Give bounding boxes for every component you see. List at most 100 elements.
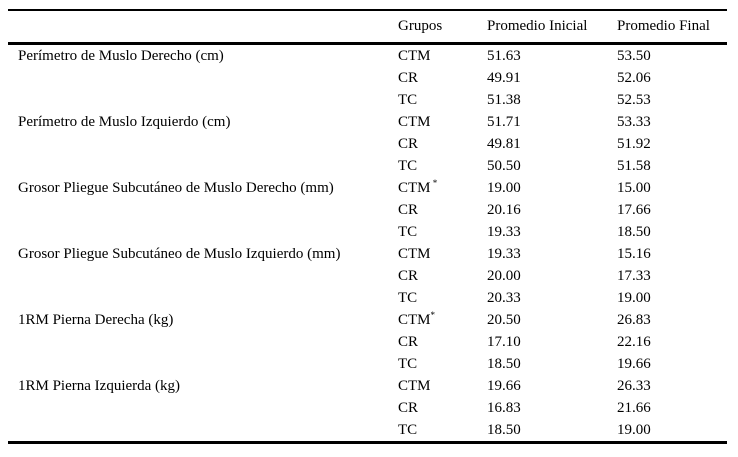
group-cell: CR — [398, 331, 487, 353]
promedio-inicial-cell: 20.50 — [487, 312, 521, 328]
table-row: CR 16.83 21.66 — [8, 397, 727, 419]
promedio-inicial-cell: 19.00 — [487, 180, 521, 196]
promedio-inicial-cell: 19.33 — [487, 224, 521, 240]
promedio-inicial-cell: 51.71 — [487, 114, 521, 130]
measure-label-cell — [8, 397, 398, 419]
promedio-inicial-cell: 51.38 — [487, 92, 521, 108]
table-body: Perímetro de Muslo Derecho (cm) CTM 51.6… — [8, 44, 727, 443]
table-row: CR 49.91 52.06 — [8, 67, 727, 89]
promedio-inicial-cell: 18.50 — [487, 356, 521, 372]
group-cell: CTM * — [398, 177, 487, 199]
promedio-final-cell: 17.33 — [617, 268, 651, 284]
group-name: CR — [398, 334, 419, 350]
promedio-inicial-cell: 20.00 — [487, 268, 521, 284]
promedio-inicial-cell: 18.50 — [487, 422, 521, 438]
promedio-final-cell: 19.66 — [617, 356, 651, 372]
promedio-final-cell: 26.83 — [617, 312, 651, 328]
group-name: TC — [398, 356, 418, 372]
measure-label-cell — [8, 89, 398, 111]
promedio-final-cell: 19.00 — [617, 290, 651, 306]
group-cell: TC — [398, 419, 487, 443]
group-name: TC — [398, 290, 418, 306]
promedio-inicial-cell: 17.10 — [487, 334, 521, 350]
table-row: Grosor Pliegue Subcutáneo de Muslo Izqui… — [8, 243, 727, 265]
group-cell: CTM* — [398, 309, 487, 331]
table-row: CR 20.00 17.33 — [8, 265, 727, 287]
promedio-final-cell: 53.33 — [617, 114, 651, 130]
promedio-inicial-cell: 19.66 — [487, 378, 521, 394]
promedio-inicial-cell: 51.63 — [487, 48, 521, 64]
promedio-final-cell: 52.53 — [617, 92, 651, 108]
group-name: TC — [398, 92, 418, 108]
promedio-final-cell: 15.16 — [617, 246, 651, 262]
group-cell: CR — [398, 133, 487, 155]
measure-label-cell — [8, 419, 398, 443]
measure-label-cell — [8, 155, 398, 177]
group-cell: CTM — [398, 375, 487, 397]
group-cell: CR — [398, 397, 487, 419]
group-name: CTM — [398, 180, 431, 196]
group-cell: CR — [398, 67, 487, 89]
measure-label-cell — [8, 133, 398, 155]
table-row: 1RM Pierna Izquierda (kg) CTM 19.66 26.3… — [8, 375, 727, 397]
measure-label-cell: 1RM Pierna Derecha (kg) — [18, 312, 174, 328]
table-row: Perímetro de Muslo Izquierdo (cm) CTM 51… — [8, 111, 727, 133]
group-name: TC — [398, 224, 418, 240]
significance-asterisk: * — [430, 178, 438, 188]
measure-label-cell — [8, 287, 398, 309]
promedio-inicial-cell: 16.83 — [487, 400, 521, 416]
table-row: TC 18.50 19.00 — [8, 419, 727, 443]
promedio-final-cell: 26.33 — [617, 378, 651, 394]
group-cell: CTM — [398, 111, 487, 133]
group-cell: TC — [398, 353, 487, 375]
column-header-promedio-final: Promedio Final — [617, 10, 727, 45]
table-row: Perímetro de Muslo Derecho (cm) CTM 51.6… — [8, 44, 727, 68]
table-row: TC 20.33 19.00 — [8, 287, 727, 309]
group-name: CR — [398, 136, 419, 152]
measure-label-cell — [8, 265, 398, 287]
table-row: CR 17.10 22.16 — [8, 331, 727, 353]
table-row: TC 51.38 52.53 — [8, 89, 727, 111]
group-cell: TC — [398, 155, 487, 177]
group-cell: TC — [398, 221, 487, 243]
measure-label-cell: 1RM Pierna Izquierda (kg) — [18, 378, 181, 394]
table-row: TC 19.33 18.50 — [8, 221, 727, 243]
column-header-measure — [8, 10, 398, 45]
group-cell: CTM — [398, 44, 487, 68]
group-name: CTM — [398, 312, 431, 328]
promedio-final-cell: 21.66 — [617, 400, 651, 416]
group-name: TC — [398, 158, 418, 174]
promedio-inicial-cell: 49.81 — [487, 136, 521, 152]
significance-asterisk: * — [430, 310, 436, 320]
promedio-inicial-cell: 20.33 — [487, 290, 521, 306]
measure-label-cell: Perímetro de Muslo Izquierdo (cm) — [18, 114, 231, 130]
group-name: TC — [398, 422, 418, 438]
promedio-inicial-cell: 20.16 — [487, 202, 521, 218]
measure-label-cell — [8, 353, 398, 375]
column-header-promedio-inicial: Promedio Inicial — [487, 10, 617, 45]
table-row: TC 18.50 19.66 — [8, 353, 727, 375]
table-row: Grosor Pliegue Subcutáneo de Muslo Derec… — [8, 177, 727, 199]
promedio-inicial-cell: 50.50 — [487, 158, 521, 174]
table-row: 1RM Pierna Derecha (kg) CTM* 20.50 26.83 — [8, 309, 727, 331]
measure-label-cell — [8, 221, 398, 243]
group-name: CTM — [398, 114, 431, 130]
measure-label-cell — [8, 199, 398, 221]
group-cell: CR — [398, 265, 487, 287]
measure-label-cell: Perímetro de Muslo Derecho (cm) — [18, 48, 224, 64]
group-name: CR — [398, 268, 419, 284]
table-row: TC 50.50 51.58 — [8, 155, 727, 177]
group-name: CTM — [398, 48, 431, 64]
promedio-final-cell: 51.58 — [617, 158, 651, 174]
table-header: Grupos Promedio Inicial Promedio Final — [8, 10, 727, 45]
group-name: CTM — [398, 378, 431, 394]
group-name: CR — [398, 70, 419, 86]
group-name: CR — [398, 400, 419, 416]
promedio-final-cell: 17.66 — [617, 202, 651, 218]
group-cell: TC — [398, 89, 487, 111]
promedio-final-cell: 51.92 — [617, 136, 651, 152]
promedio-final-cell: 15.00 — [617, 180, 651, 196]
group-name: CR — [398, 202, 419, 218]
promedio-final-cell: 18.50 — [617, 224, 651, 240]
